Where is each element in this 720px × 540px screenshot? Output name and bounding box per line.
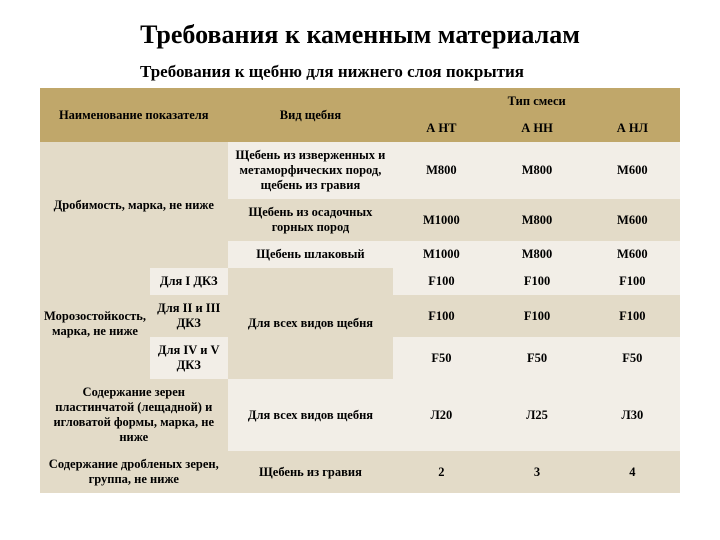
cell-val: М800 bbox=[393, 142, 489, 199]
col-name: Наименование показателя bbox=[40, 88, 228, 142]
cell-val: М600 bbox=[585, 199, 680, 241]
table-row: Морозостойкость, марка, не ниже Для I ДК… bbox=[40, 268, 680, 295]
cell-kind: Для всех видов щебня bbox=[228, 379, 394, 451]
table-row: Содержание зерен пластинчатой (лещадной)… bbox=[40, 379, 680, 451]
cell-frost-label: Морозостойкость, марка, не ниже bbox=[40, 268, 150, 379]
cell-val: F100 bbox=[489, 295, 584, 337]
cell-val: 4 bbox=[585, 451, 680, 493]
cell-crushed-label: Содержание дробленых зерен, группа, не н… bbox=[40, 451, 228, 493]
cell-cond: Для IV и V ДКЗ bbox=[150, 337, 228, 379]
cell-val: F100 bbox=[489, 268, 584, 295]
page-title: Требования к каменным материалам bbox=[40, 20, 680, 50]
cell-val: F50 bbox=[585, 337, 680, 379]
cell-frost-kind: Для всех видов щебня bbox=[228, 268, 394, 379]
cell-val: F100 bbox=[393, 295, 489, 337]
cell-kind: Щебень из осадочных горных пород bbox=[228, 199, 394, 241]
cell-val: F100 bbox=[393, 268, 489, 295]
cell-val: М800 bbox=[489, 241, 584, 268]
cell-kind: Щебень из гравия bbox=[228, 451, 394, 493]
table-row: Содержание дробленых зерен, группа, не н… bbox=[40, 451, 680, 493]
cell-crush-label: Дробимость, марка, не ниже bbox=[40, 142, 228, 268]
cell-val: М1000 bbox=[393, 241, 489, 268]
requirements-table: Наименование показателя Вид щебня Тип см… bbox=[40, 88, 680, 493]
cell-val: Л25 bbox=[489, 379, 584, 451]
col-mix-0: А НТ bbox=[393, 115, 489, 142]
cell-kind: Щебень шлаковый bbox=[228, 241, 394, 268]
cell-val: 3 bbox=[489, 451, 584, 493]
cell-val: F50 bbox=[393, 337, 489, 379]
col-mix-2: А НЛ bbox=[585, 115, 680, 142]
slide: Требования к каменным материалам Требова… bbox=[0, 0, 720, 540]
cell-val: М800 bbox=[489, 199, 584, 241]
cell-val: Л30 bbox=[585, 379, 680, 451]
table-header-row: Наименование показателя Вид щебня Тип см… bbox=[40, 88, 680, 115]
cell-val: М600 bbox=[585, 241, 680, 268]
col-mix-1: А НН bbox=[489, 115, 584, 142]
cell-val: 2 bbox=[393, 451, 489, 493]
cell-val: М600 bbox=[585, 142, 680, 199]
cell-val: F100 bbox=[585, 295, 680, 337]
cell-flat-label: Содержание зерен пластинчатой (лещадной)… bbox=[40, 379, 228, 451]
col-mix: Тип смеси bbox=[393, 88, 680, 115]
page-subtitle: Требования к щебню для нижнего слоя покр… bbox=[140, 62, 680, 82]
cell-val: F50 bbox=[489, 337, 584, 379]
cell-kind: Щебень из изверженных и метаморфических … bbox=[228, 142, 394, 199]
cell-cond: Для II и III ДКЗ bbox=[150, 295, 228, 337]
cell-cond: Для I ДКЗ bbox=[150, 268, 228, 295]
col-kind: Вид щебня bbox=[228, 88, 394, 142]
table-row: Дробимость, марка, не ниже Щебень из изв… bbox=[40, 142, 680, 199]
cell-val: М800 bbox=[489, 142, 584, 199]
cell-val: Л20 bbox=[393, 379, 489, 451]
cell-val: F100 bbox=[585, 268, 680, 295]
cell-val: М1000 bbox=[393, 199, 489, 241]
